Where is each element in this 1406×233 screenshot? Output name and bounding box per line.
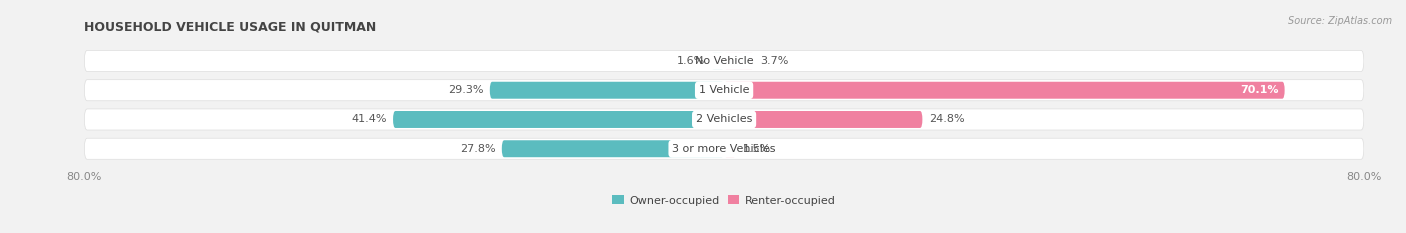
FancyBboxPatch shape [724, 52, 754, 69]
Text: 3.7%: 3.7% [761, 56, 789, 66]
FancyBboxPatch shape [84, 80, 1364, 101]
FancyBboxPatch shape [502, 140, 724, 157]
Text: No Vehicle: No Vehicle [695, 56, 754, 66]
Text: 3 or more Vehicles: 3 or more Vehicles [672, 144, 776, 154]
FancyBboxPatch shape [489, 82, 724, 99]
Text: 2 Vehicles: 2 Vehicles [696, 114, 752, 124]
FancyBboxPatch shape [84, 50, 1364, 72]
FancyBboxPatch shape [724, 82, 1285, 99]
Text: 24.8%: 24.8% [929, 114, 965, 124]
FancyBboxPatch shape [84, 138, 1364, 159]
Legend: Owner-occupied, Renter-occupied: Owner-occupied, Renter-occupied [607, 191, 841, 210]
Text: 41.4%: 41.4% [352, 114, 387, 124]
Text: 1.5%: 1.5% [742, 144, 770, 154]
FancyBboxPatch shape [724, 111, 922, 128]
FancyBboxPatch shape [394, 111, 724, 128]
FancyBboxPatch shape [84, 109, 1364, 130]
Text: 70.1%: 70.1% [1240, 85, 1278, 95]
Text: HOUSEHOLD VEHICLE USAGE IN QUITMAN: HOUSEHOLD VEHICLE USAGE IN QUITMAN [84, 20, 377, 33]
Text: 1.6%: 1.6% [676, 56, 704, 66]
Text: Source: ZipAtlas.com: Source: ZipAtlas.com [1288, 16, 1392, 26]
FancyBboxPatch shape [711, 52, 724, 69]
Text: 27.8%: 27.8% [460, 144, 495, 154]
FancyBboxPatch shape [724, 140, 737, 157]
Text: 29.3%: 29.3% [449, 85, 484, 95]
Text: 1 Vehicle: 1 Vehicle [699, 85, 749, 95]
